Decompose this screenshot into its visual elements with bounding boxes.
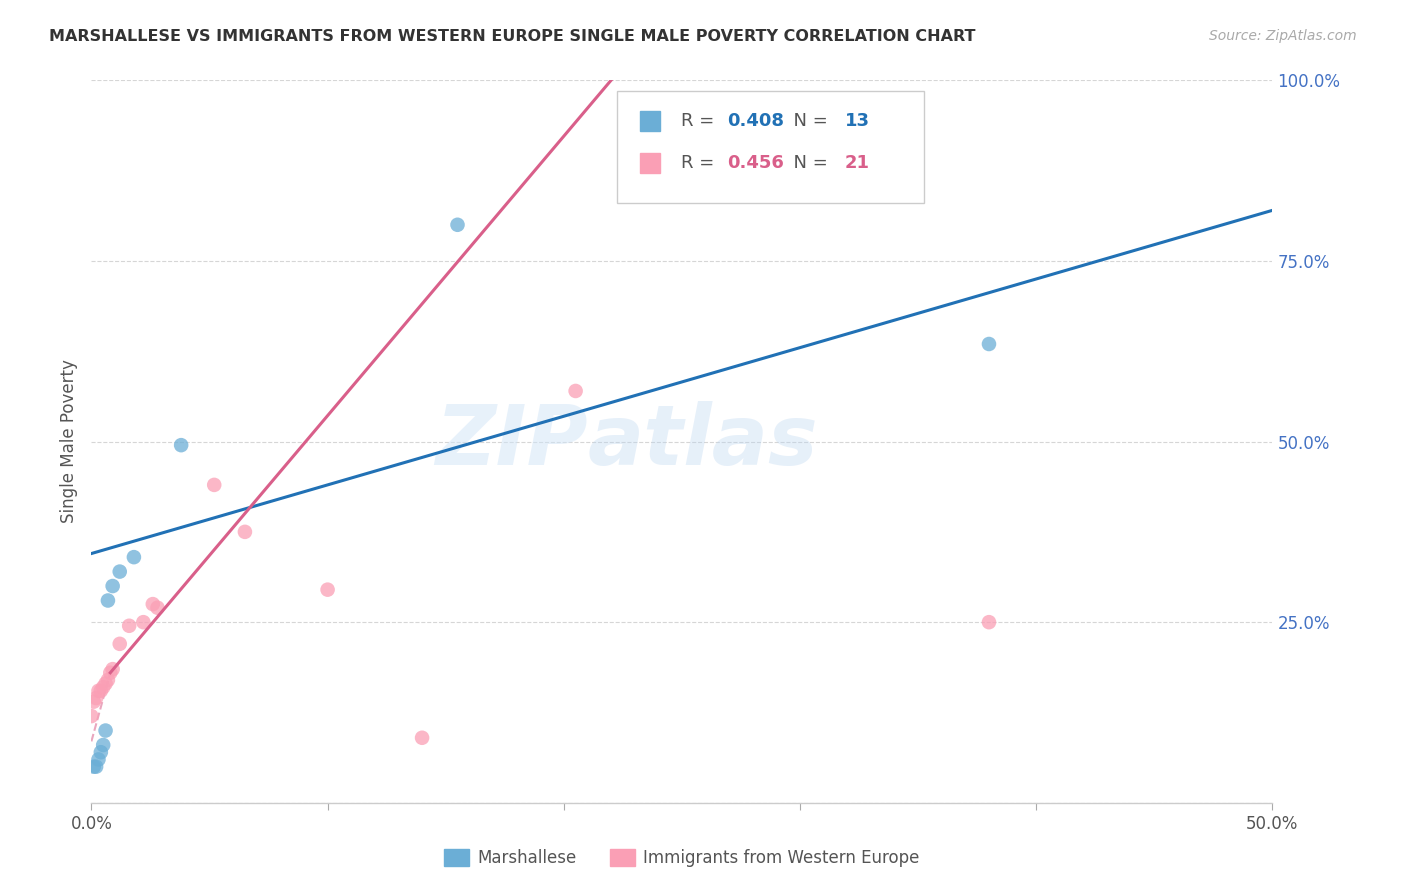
Point — [202, 478, 225, 492]
Point — [90, 745, 112, 759]
Text: Source: ZipAtlas.com: Source: ZipAtlas.com — [1209, 29, 1357, 43]
Point — [564, 384, 586, 398]
Point — [118, 619, 141, 633]
Point — [132, 615, 155, 630]
Text: R =: R = — [681, 154, 720, 172]
Text: 0.408: 0.408 — [727, 112, 783, 130]
Point — [233, 524, 256, 539]
Text: ZIP: ZIP — [434, 401, 588, 482]
Point — [977, 337, 1000, 351]
Text: MARSHALLESE VS IMMIGRANTS FROM WESTERN EUROPE SINGLE MALE POVERTY CORRELATION CH: MARSHALLESE VS IMMIGRANTS FROM WESTERN E… — [49, 29, 976, 44]
Point — [84, 760, 107, 774]
Point — [977, 615, 1000, 630]
Text: R =: R = — [681, 112, 720, 130]
Point — [146, 600, 169, 615]
Point — [94, 676, 117, 690]
Point — [84, 691, 107, 706]
Point — [91, 680, 114, 694]
Text: N =: N = — [782, 154, 834, 172]
Point — [411, 731, 433, 745]
Point — [87, 752, 110, 766]
Y-axis label: Single Male Poverty: Single Male Poverty — [59, 359, 77, 524]
Legend: Marshallese, Immigrants from Western Europe: Marshallese, Immigrants from Western Eur… — [437, 842, 927, 874]
Point — [97, 593, 120, 607]
Text: 13: 13 — [845, 112, 870, 130]
Point — [170, 438, 193, 452]
Text: atlas: atlas — [588, 401, 818, 482]
Point — [80, 709, 103, 723]
Point — [83, 760, 105, 774]
Point — [446, 218, 468, 232]
Text: 0.456: 0.456 — [727, 154, 783, 172]
Point — [142, 597, 165, 611]
Point — [90, 683, 112, 698]
Point — [87, 683, 110, 698]
Point — [97, 673, 120, 687]
Point — [108, 637, 131, 651]
Point — [91, 738, 114, 752]
Point — [101, 662, 124, 676]
FancyBboxPatch shape — [617, 91, 924, 203]
Point — [94, 723, 117, 738]
Point — [316, 582, 339, 597]
Point — [98, 665, 121, 680]
Point — [101, 579, 124, 593]
Text: 21: 21 — [845, 154, 870, 172]
Text: N =: N = — [782, 112, 834, 130]
Point — [122, 550, 145, 565]
Point — [108, 565, 131, 579]
Point — [83, 695, 105, 709]
